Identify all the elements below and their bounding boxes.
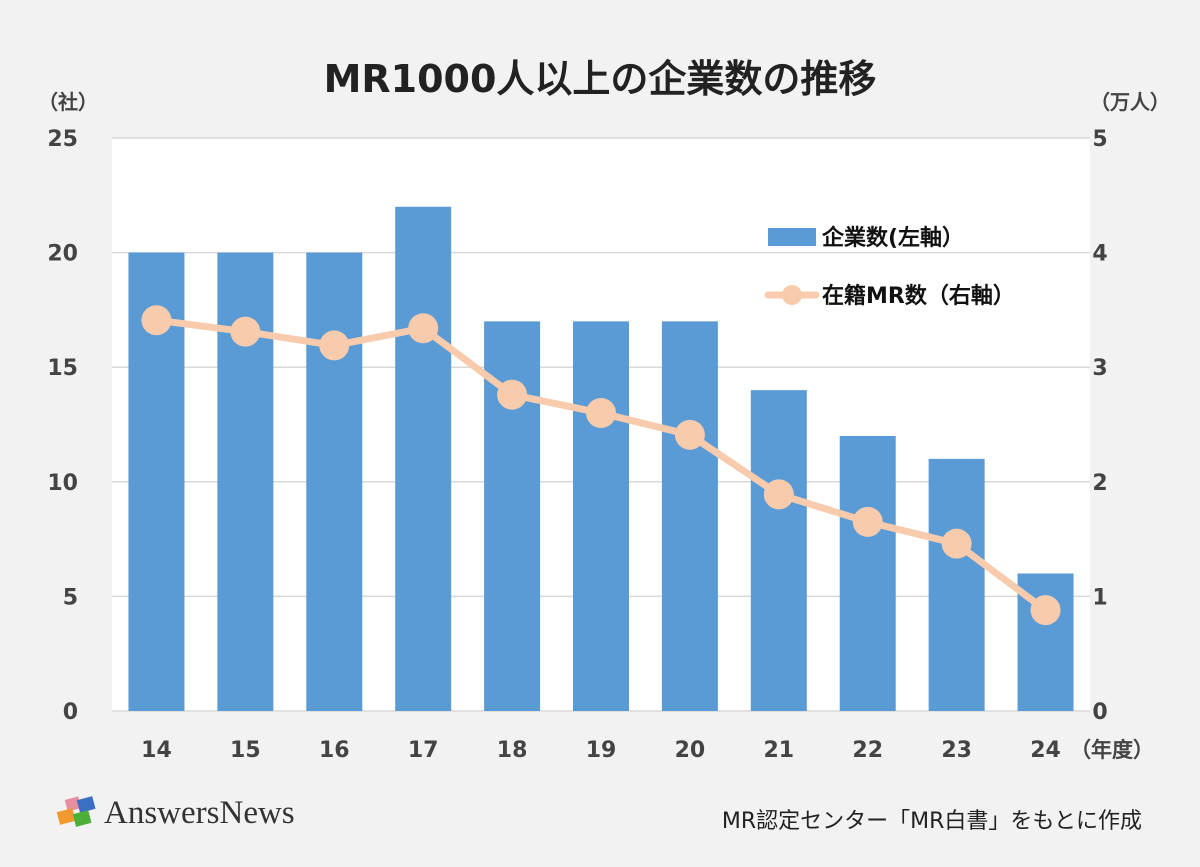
legend-bar-label: 企業数(左軸） xyxy=(821,225,964,251)
chart-title: MR1000人以上の企業数の推移 xyxy=(323,57,877,101)
line-point xyxy=(674,419,705,450)
x-tick-label: 19 xyxy=(586,738,617,763)
bar xyxy=(661,321,718,711)
line-point xyxy=(408,313,439,344)
line-point xyxy=(1030,595,1061,626)
bar xyxy=(928,458,985,711)
x-tick-label: 23 xyxy=(941,738,972,763)
right-tick-label: 3 xyxy=(1092,356,1107,381)
left-axis-unit: （社） xyxy=(38,90,98,114)
left-tick-label: 5 xyxy=(63,585,78,610)
x-tick-label: 17 xyxy=(408,738,439,763)
x-tick-label: 18 xyxy=(497,738,528,763)
bar xyxy=(839,435,896,711)
x-tick-label: 15 xyxy=(230,738,261,763)
line-point xyxy=(319,330,350,361)
x-tick-label: 22 xyxy=(852,738,883,763)
line-point xyxy=(941,528,972,559)
right-tick-label: 5 xyxy=(1092,127,1107,152)
line-point xyxy=(497,379,528,410)
right-tick-label: 4 xyxy=(1092,242,1107,267)
source-note: MR認定センター「MR白書」をもとに作成 xyxy=(721,809,1142,834)
x-tick-label: 16 xyxy=(319,738,350,763)
line-point xyxy=(141,305,172,336)
puzzle-logo-icon xyxy=(56,795,96,827)
legend-line-label: 在籍MR数（右軸） xyxy=(822,283,1015,309)
left-tick-label: 10 xyxy=(47,471,78,496)
right-tick-label: 0 xyxy=(1092,700,1107,725)
right-axis-unit: （万人） xyxy=(1090,90,1170,114)
x-tick-label: 24 xyxy=(1030,738,1061,763)
right-tick-label: 1 xyxy=(1092,585,1107,610)
x-tick-label: 20 xyxy=(675,738,706,763)
bar xyxy=(573,321,629,711)
bar xyxy=(306,252,363,711)
bar xyxy=(750,390,807,711)
line-point xyxy=(230,316,261,347)
legend-line-marker xyxy=(782,285,802,305)
left-tick-label: 20 xyxy=(47,242,78,267)
line-point xyxy=(586,398,616,429)
left-tick-label: 15 xyxy=(47,356,78,381)
line-point xyxy=(763,479,794,510)
line-point xyxy=(852,506,883,537)
left-tick-label: 25 xyxy=(47,127,78,152)
right-tick-label: 2 xyxy=(1092,471,1107,496)
left-tick-label: 0 xyxy=(63,700,78,725)
x-tick-label: 21 xyxy=(764,738,795,763)
legend-bar-swatch xyxy=(768,228,816,246)
bar xyxy=(395,206,452,711)
answersnews-logo: AnswersNews xyxy=(54,795,295,832)
logo-text: AnswersNews xyxy=(104,795,295,831)
x-axis-unit: （年度） xyxy=(1070,738,1154,762)
x-tick-label: 14 xyxy=(141,738,172,763)
